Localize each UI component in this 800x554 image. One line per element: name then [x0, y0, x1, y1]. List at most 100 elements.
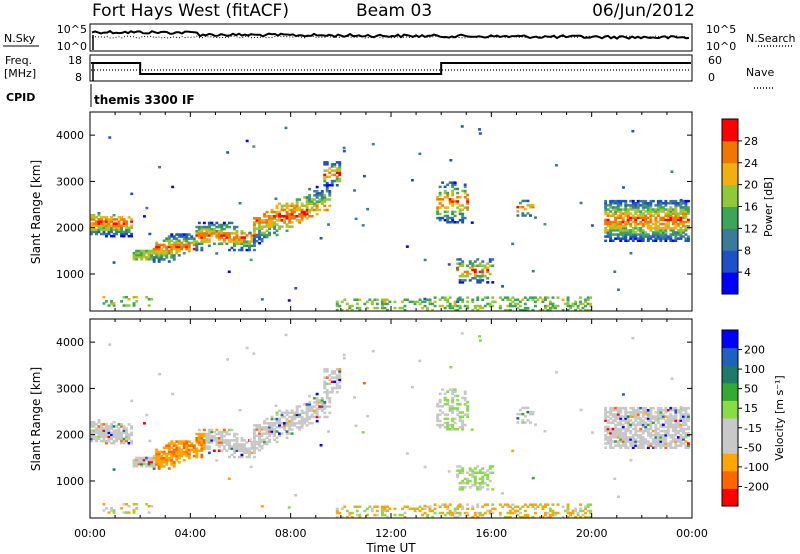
velocity-cell: [200, 439, 204, 442]
velocity-cell: [150, 456, 154, 460]
power-cell: [443, 191, 447, 195]
power-cell: [619, 208, 623, 211]
velocity-cell: [491, 507, 495, 511]
power-cell: [253, 237, 256, 241]
velocity-cell: [674, 411, 678, 414]
power-cell: [636, 208, 640, 211]
velocity-cell: [609, 434, 613, 437]
power-cell: [458, 258, 462, 261]
velocity-cell: [661, 429, 665, 433]
power-cell: [546, 296, 550, 299]
power-cell: [95, 222, 98, 225]
velocity-cell: [621, 436, 625, 439]
power-cell: [303, 204, 307, 208]
power-cell: [619, 229, 623, 232]
power-cell: [328, 167, 332, 170]
velocity-cell: [110, 433, 113, 436]
velocity-cell: [167, 456, 171, 460]
power-cell: [684, 227, 688, 230]
power-cell: [451, 216, 455, 220]
velocity-cell: [225, 443, 229, 446]
power-cell: [670, 170, 674, 173]
power-cell: [639, 216, 643, 220]
power-cell: [671, 208, 675, 211]
power-cell: [589, 296, 593, 299]
velocity-cell: [646, 409, 650, 412]
velocity-cell: [506, 503, 510, 506]
power-colorbar-label: Power [dB]: [762, 177, 775, 237]
power-cell: [375, 298, 379, 301]
power-cell: [641, 237, 645, 240]
power-cell: [283, 204, 286, 208]
velocity-cell: [453, 407, 457, 410]
velocity-cell: [566, 503, 570, 506]
velocity-cell: [634, 438, 638, 441]
velocity-cell: [250, 445, 254, 448]
velocity-cell: [471, 475, 475, 479]
velocity-cell: [604, 419, 608, 422]
velocity-cell: [453, 509, 457, 513]
power-cell: [290, 215, 294, 218]
velocity-cell: [458, 465, 462, 468]
velocity-cell: [170, 440, 174, 443]
velocity-cell: [97, 437, 101, 441]
power-cell: [165, 239, 169, 242]
power-cell: [305, 212, 309, 216]
velocity-cell: [195, 437, 199, 440]
power-cell: [619, 214, 623, 217]
power-cell: [684, 208, 688, 211]
power-cell: [682, 208, 685, 211]
velocity-cell: [656, 431, 660, 435]
power-cell: [90, 222, 93, 225]
velocity-cell: [215, 439, 219, 442]
power-cell: [666, 216, 670, 220]
velocity-cell: [202, 443, 206, 446]
power-cell: [641, 206, 645, 209]
velocity-cell: [631, 434, 635, 437]
power-cell: [646, 208, 650, 211]
power-cell: [155, 256, 159, 259]
power-cell: [172, 258, 176, 261]
power-cell: [258, 235, 261, 239]
power-cell: [677, 212, 680, 215]
power-cell: [255, 233, 259, 237]
power-cell: [202, 221, 206, 225]
velocity-cell: [413, 507, 417, 511]
velocity-cell: [100, 423, 103, 426]
velocity-cell: [682, 431, 685, 435]
power-cell: [669, 235, 673, 238]
power-cell: [319, 237, 323, 240]
velocity-cell: [636, 417, 640, 420]
velocity-cell: [135, 507, 139, 510]
power-cell: [659, 227, 663, 230]
velocity-cell: [433, 507, 437, 511]
power-cell: [661, 202, 665, 205]
velocity-cell: [634, 431, 638, 435]
velocity-cell: [659, 442, 663, 445]
power-cell: [125, 230, 128, 234]
velocity-cell: [523, 513, 527, 517]
power-cell: [589, 302, 593, 306]
power-cell: [669, 233, 673, 236]
power-cell: [566, 302, 570, 306]
velocity-cell: [383, 509, 387, 513]
power-cell: [456, 304, 460, 308]
power-cell: [649, 218, 653, 222]
velocity-cell: [508, 511, 512, 515]
power-cell: [476, 258, 480, 261]
power-cell: [674, 218, 678, 222]
power-cell: [666, 222, 670, 226]
velocity-cell: [421, 513, 424, 517]
velocity-cell: [679, 436, 683, 439]
power-cell: [555, 164, 558, 167]
velocity-cell: [243, 445, 246, 448]
power-cell: [225, 234, 229, 237]
power-cell: [438, 304, 442, 308]
power-cell: [145, 258, 149, 261]
velocity-cell: [197, 428, 201, 432]
velocity-cell: [245, 449, 249, 452]
velocity-cell: [671, 429, 675, 433]
power-cell: [200, 225, 204, 229]
power-cell: [666, 237, 670, 240]
